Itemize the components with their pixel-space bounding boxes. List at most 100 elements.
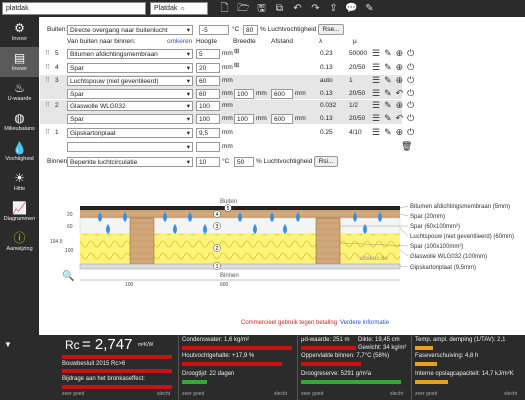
- outside-temp-input[interactable]: -5: [199, 25, 229, 35]
- add-layer-icon[interactable]: ⊕: [395, 100, 408, 110]
- layer-material-select[interactable]: Bitumen afdichtingsmembraan ▾: [67, 49, 193, 59]
- new-file-icon[interactable]: 🗋: [220, 3, 229, 14]
- sublayer-width-input[interactable]: 100: [234, 89, 254, 99]
- sublayer-spacing-input[interactable]: 600: [271, 89, 293, 99]
- layer-height-input[interactable]: 5: [196, 49, 220, 59]
- collapse-icon[interactable]: ▼: [4, 340, 12, 349]
- pencil-icon[interactable]: ✎: [384, 113, 396, 123]
- menu-icon[interactable]: ☰: [372, 75, 385, 85]
- drag-handle-icon[interactable]: ⠿: [45, 102, 50, 109]
- layer-material-select[interactable]: Spar ▾: [67, 63, 193, 73]
- power-icon[interactable]: ⏻: [407, 100, 419, 110]
- menu-icon[interactable]: ☰: [372, 100, 385, 110]
- menu-icon[interactable]: ☰: [372, 113, 385, 123]
- scale-good: zeer goed: [301, 391, 324, 397]
- power-icon[interactable]: ⏻: [407, 127, 419, 137]
- layer-height-input[interactable]: 100: [196, 101, 220, 111]
- inside-label: Binnen:: [47, 158, 70, 165]
- add-layer-icon[interactable]: ⊕: [395, 48, 408, 58]
- drag-handle-icon[interactable]: ⠿: [45, 129, 50, 136]
- inside-rh-input[interactable]: 50: [234, 157, 254, 167]
- layer-material-select[interactable]: Glaswolle WLG032 ▾: [67, 101, 193, 111]
- sidebar-item-milieubalans[interactable]: ◍ Milieubalans: [0, 107, 39, 137]
- sublayer-material-select[interactable]: Spar ▾: [67, 114, 193, 124]
- add-layer-icon[interactable]: ⊕: [395, 127, 408, 137]
- outside-rh-input[interactable]: 80: [243, 25, 258, 35]
- sublayer-height-input[interactable]: 60: [196, 89, 220, 99]
- sublayer-spacing-input[interactable]: 600: [271, 114, 293, 124]
- layer-height-input[interactable]: 60: [196, 76, 220, 86]
- copy-icon[interactable]: ⧉: [275, 3, 284, 14]
- rsi-button[interactable]: Rsi...: [314, 156, 338, 167]
- pencil-icon[interactable]: ✎: [384, 48, 396, 58]
- menu-icon[interactable]: ☰: [372, 48, 385, 58]
- add-layer-icon[interactable]: ⊕: [395, 62, 408, 72]
- power-icon[interactable]: ⏻: [407, 62, 419, 72]
- heat-capacity-text: Interne opslagcapaciteit: 14,7 kJ/m²K: [415, 371, 514, 377]
- sublayer-material-select[interactable]: Spar ▾: [67, 89, 193, 99]
- add-sublayer-icon[interactable]: ⊞: [234, 62, 240, 69]
- sidebar-item-hitte[interactable]: ☀ Hitte: [0, 167, 39, 197]
- reverse-link[interactable]: omkeren: [167, 38, 193, 45]
- results-panel: ▼ Rc = 2,747 m²K/W Bouwbesluit 2015 Rc>6…: [0, 335, 525, 400]
- drag-handle-icon[interactable]: ⠿: [45, 77, 50, 84]
- layer-material-select[interactable]: Gipskartonplaat ▾: [67, 128, 193, 138]
- drag-handle-icon[interactable]: ⠿: [45, 50, 50, 57]
- sublayer-width-unit: mm: [256, 115, 267, 122]
- add-layer-icon[interactable]: ⊕: [395, 75, 408, 85]
- undo-sublayer-icon[interactable]: ↶: [395, 113, 408, 123]
- sublayer-height-input[interactable]: 100: [196, 114, 220, 124]
- save-icon[interactable]: 🖫: [257, 3, 266, 14]
- edit-icon[interactable]: ✎: [365, 3, 374, 14]
- project-name-input[interactable]: platdak: [2, 2, 146, 15]
- menu-icon[interactable]: ☰: [372, 88, 385, 98]
- power-icon[interactable]: ⏻: [407, 113, 419, 123]
- pencil-icon[interactable]: ✎: [384, 75, 396, 85]
- pencil-icon[interactable]: ✎: [384, 127, 396, 137]
- layer-height-input[interactable]: 20: [196, 63, 220, 73]
- chart-icon: 📈: [12, 201, 27, 215]
- sidebar-item-invoer[interactable]: ▤ Invoer: [0, 47, 39, 77]
- new-layer-material-select[interactable]: ▾: [67, 142, 193, 152]
- layer-actions: ☰✎⊕⏻: [372, 75, 418, 86]
- sidebar-item-vochtigheid[interactable]: 💧 Vochtigheid: [0, 137, 39, 167]
- add-sublayer-icon[interactable]: ⊞: [234, 48, 240, 55]
- pencil-icon[interactable]: ✎: [384, 88, 396, 98]
- power-icon[interactable]: ⏻: [407, 48, 419, 58]
- drag-handle-icon[interactable]: ⠿: [45, 64, 50, 71]
- open-folder-icon[interactable]: 🗁: [237, 3, 250, 14]
- sidebar-item-aanwijzing[interactable]: ⓘ Aanwijzing: [0, 227, 39, 257]
- sublayer-width-input[interactable]: 100: [234, 114, 254, 124]
- inside-condition-select[interactable]: Beperkte luchtcirculatie ▾: [67, 157, 193, 167]
- share-icon[interactable]: ⇪: [329, 3, 338, 14]
- layer-height-input[interactable]: 9,5: [196, 128, 220, 138]
- new-layer-height-input[interactable]: [196, 142, 220, 152]
- sidebar-item-diagrammen[interactable]: 📈 Diagrammen: [0, 197, 39, 227]
- more-info-link[interactable]: Verdere informatie: [340, 320, 390, 326]
- undo-sublayer-icon[interactable]: ↶: [395, 88, 408, 98]
- pencil-icon[interactable]: ✎: [384, 62, 396, 72]
- chat-icon[interactable]: 💬: [345, 3, 358, 14]
- drying-reserve-bar: [301, 380, 401, 384]
- trash-icon[interactable]: 🗑: [401, 141, 413, 151]
- layer-material-select[interactable]: Luchtspouw (niet geventileerd) ▾: [67, 76, 193, 86]
- power-icon[interactable]: ⏻: [407, 75, 419, 85]
- menu-icon[interactable]: ☰: [372, 62, 385, 72]
- rse-button[interactable]: Rse...: [318, 24, 344, 35]
- redo-icon[interactable]: ↷: [311, 3, 320, 14]
- undo-icon[interactable]: ↶: [293, 3, 302, 14]
- project-type-select[interactable]: Platdak ☼: [150, 2, 208, 15]
- power-icon[interactable]: ⏻: [407, 88, 419, 98]
- commercial-link[interactable]: Commercieel gebruik tegen betaling: [241, 320, 338, 326]
- mud-text: μd-waarde: 251 m: [301, 337, 350, 343]
- sublayer-height-unit: mm: [222, 115, 233, 122]
- sidebar-item-u-waarde[interactable]: ♨ U-waarde: [0, 77, 39, 107]
- layer-actions: ☰✎⊕⏻: [372, 48, 418, 59]
- zoom-icon[interactable]: 🔍: [62, 271, 75, 282]
- inside-temp-input[interactable]: 10: [196, 157, 220, 167]
- layer-material-value: Glaswolle WLG032: [70, 103, 126, 110]
- menu-icon[interactable]: ☰: [372, 127, 385, 137]
- sidebar-item-invoer-settings[interactable]: ⚙ Invoer: [0, 17, 39, 47]
- pencil-icon[interactable]: ✎: [384, 100, 396, 110]
- outside-condition-select[interactable]: Directe overgang naar buitenlucht ▾: [67, 25, 193, 35]
